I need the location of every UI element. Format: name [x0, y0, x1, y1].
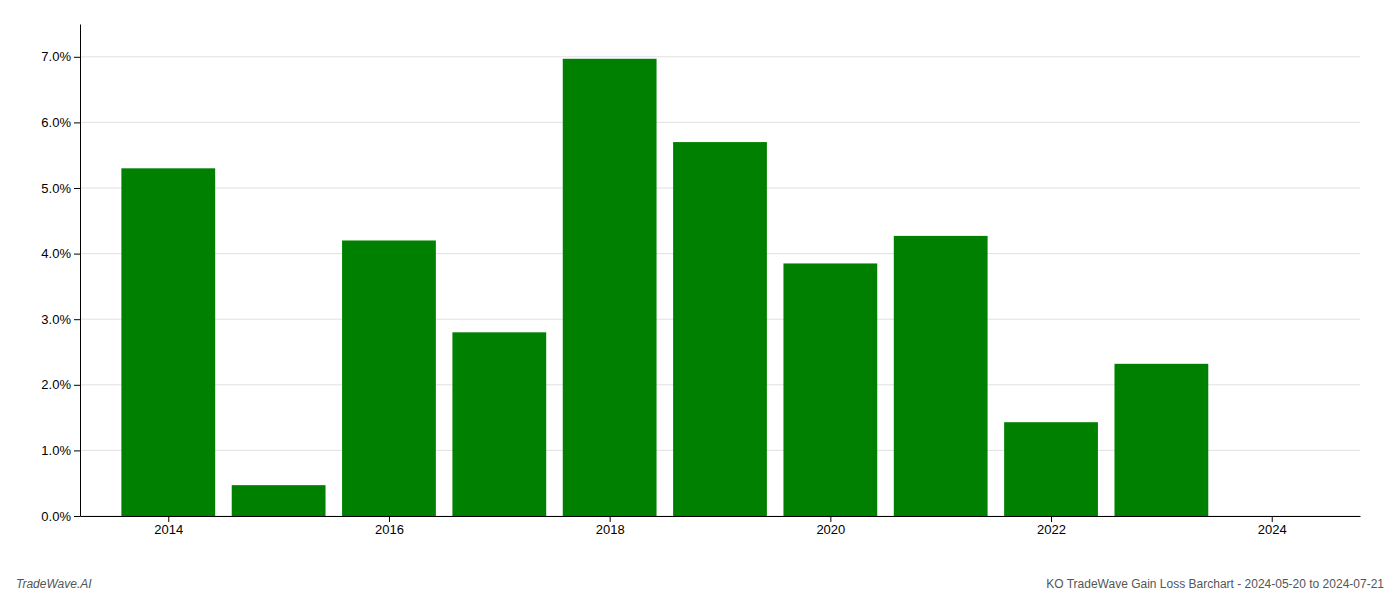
x-tick: 2014 [154, 516, 183, 537]
bar [894, 236, 988, 516]
bar [1114, 364, 1208, 516]
x-tick-label: 2022 [1037, 522, 1066, 537]
bar [1004, 422, 1098, 516]
x-tick-label: 2014 [154, 522, 183, 537]
y-tick-mark [74, 122, 80, 123]
y-tick: 6.0% [41, 115, 80, 130]
bar [673, 142, 767, 516]
y-tick: 2.0% [41, 377, 80, 392]
y-axis-line [80, 25, 81, 517]
x-tick: 2022 [1037, 516, 1066, 537]
bar [121, 168, 215, 516]
y-tick-label: 2.0% [41, 377, 71, 392]
y-tick-mark [74, 319, 80, 320]
y-tick-mark [74, 450, 80, 451]
grid-line [80, 56, 1360, 57]
chart-container: 2014 2016 2018 2020 2022 2024 0.0% 1.0% 2.0% 3.0%… [0, 0, 1400, 600]
x-tick-label: 2016 [375, 522, 404, 537]
plot-area [121, 59, 1208, 516]
x-tick-mark [389, 516, 390, 522]
footer-right: KO TradeWave Gain Loss Barchart - 2024-0… [1046, 577, 1384, 591]
bar [563, 59, 657, 516]
x-axis: 2014 2016 2018 2020 2022 2024 [81, 516, 1361, 537]
x-tick: 2016 [375, 516, 404, 537]
y-tick: 7.0% [41, 49, 80, 64]
y-tick-label: 6.0% [41, 115, 71, 130]
y-tick-label: 4.0% [41, 246, 71, 261]
grid-line [80, 122, 1360, 123]
y-tick: 4.0% [41, 246, 80, 261]
y-tick-mark [74, 385, 80, 386]
x-axis-line [81, 516, 1361, 517]
x-tick: 2024 [1258, 516, 1287, 537]
x-tick-label: 2018 [596, 522, 625, 537]
x-tick: 2020 [816, 516, 845, 537]
bar [342, 240, 436, 516]
y-tick-mark [74, 57, 80, 58]
bar [783, 263, 877, 516]
y-tick: 0.0% [41, 509, 80, 524]
x-tick-mark [168, 516, 169, 522]
x-tick-mark [830, 516, 831, 522]
y-tick-label: 0.0% [41, 509, 71, 524]
y-tick: 5.0% [41, 181, 80, 196]
bar [452, 332, 546, 516]
y-tick-label: 1.0% [41, 443, 71, 458]
y-tick-mark [74, 516, 80, 517]
y-tick-mark [74, 254, 80, 255]
chart-svg: 2014 2016 2018 2020 2022 2024 0.0% 1.0% 2.0% 3.0%… [0, 0, 1400, 600]
y-tick-label: 5.0% [41, 181, 71, 196]
y-tick: 3.0% [41, 312, 80, 327]
x-tick-mark [610, 516, 611, 522]
y-tick-label: 3.0% [41, 312, 71, 327]
grid [80, 57, 1360, 516]
x-tick-mark [1272, 516, 1273, 522]
footer-left: TradeWave.AI [16, 577, 92, 591]
y-tick-mark [74, 188, 80, 189]
y-axis: 0.0% 1.0% 2.0% 3.0% 4.0% 5.0% 6.0% 7.0% [41, 25, 80, 524]
x-tick-label: 2024 [1258, 522, 1287, 537]
x-tick: 2018 [596, 516, 625, 537]
x-tick-label: 2020 [816, 522, 845, 537]
y-tick-label: 7.0% [41, 49, 71, 64]
bar [232, 485, 326, 516]
y-tick: 1.0% [41, 443, 80, 458]
x-tick-mark [1051, 516, 1052, 522]
footer: TradeWave.AI KO TradeWave Gain Loss Barch… [16, 577, 1384, 591]
